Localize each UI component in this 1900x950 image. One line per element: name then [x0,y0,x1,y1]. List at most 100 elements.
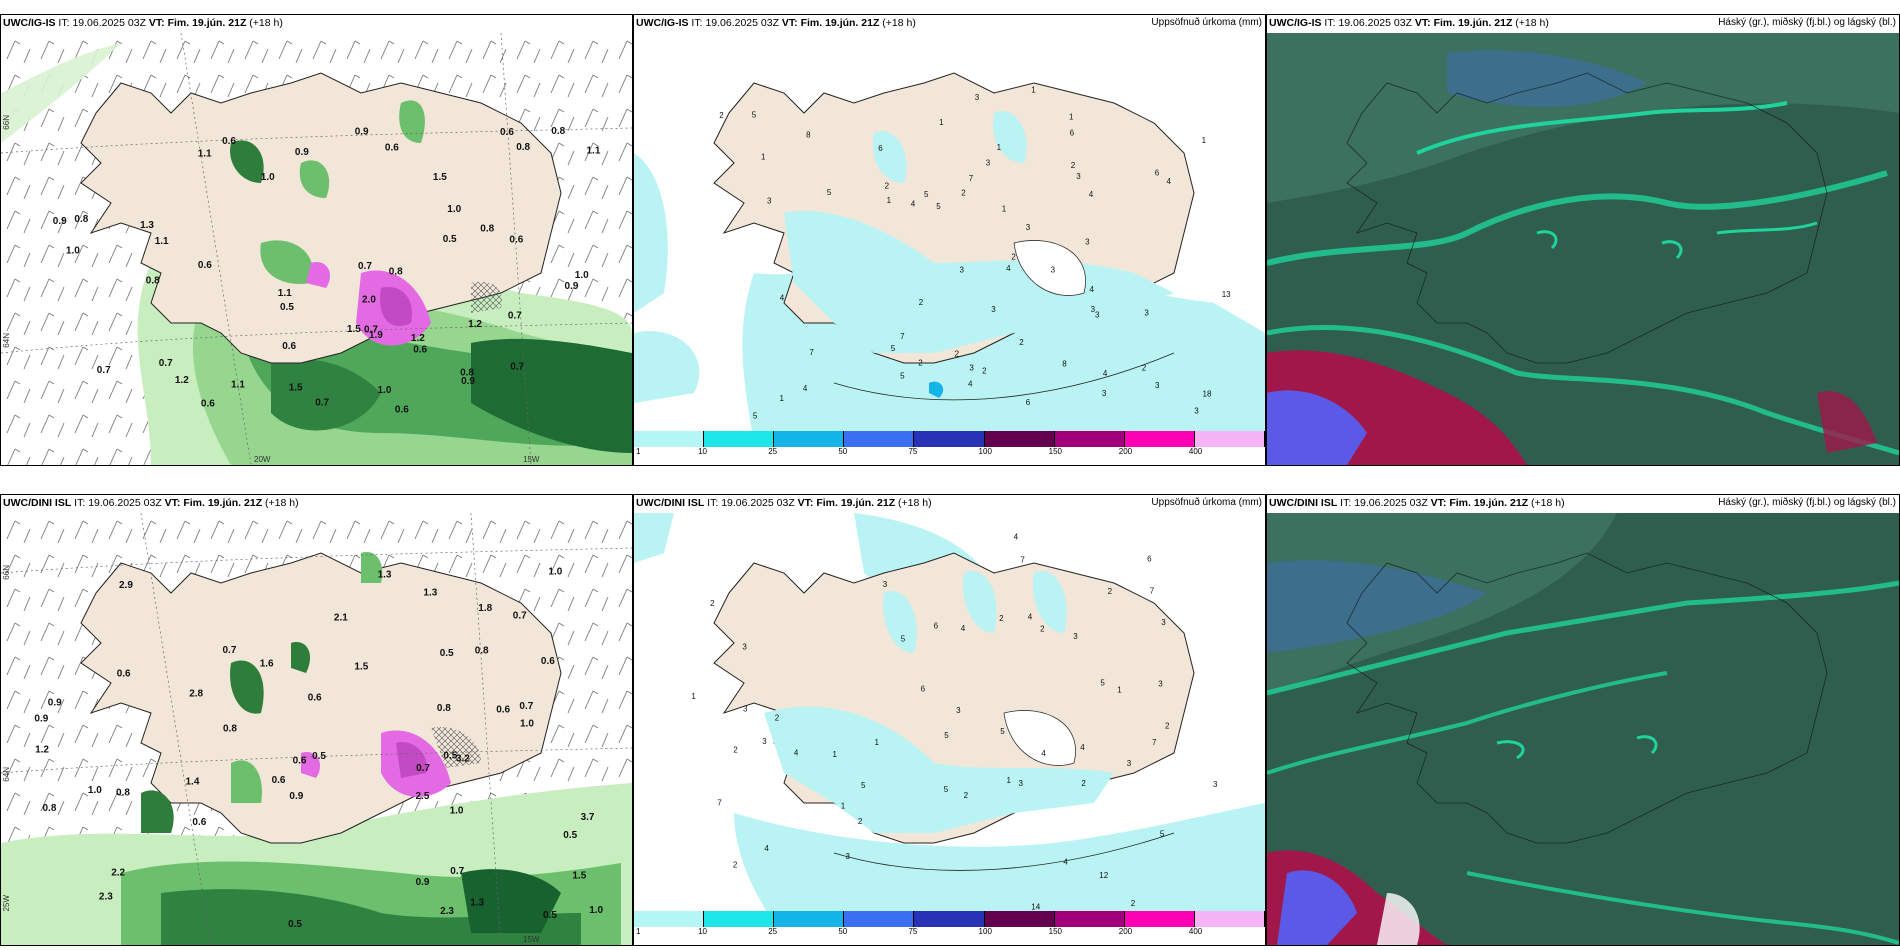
colorbar-swatch [634,911,705,927]
value-label: 3 [1026,223,1031,232]
value-label: 6 [1147,555,1152,564]
value-label: 0.8 [389,267,403,278]
map-accumulated-precip[interactable]: 1323112145312382343124433653423215463432… [634,33,1265,443]
value-label: 1.2 [35,745,49,756]
colorbar-swatch [844,911,915,927]
value-label: 3 [1095,311,1100,320]
value-label: 2 [1131,899,1136,908]
value-label: 2 [1142,364,1147,373]
value-label: 1.8 [478,603,492,614]
value-label: 0.6 [282,341,296,352]
value-label: 0.5 [288,919,302,930]
value-label: 6 [1070,129,1075,138]
value-label: 3 [846,852,851,861]
value-label: 3 [1019,779,1024,788]
value-label: 5 [861,781,866,790]
value-label: 14 [1031,902,1040,911]
value-label: 3 [1155,381,1160,390]
value-label: 0.5 [443,751,457,762]
value-label: 1.0 [261,172,275,183]
value-label: 0.7 [97,365,111,376]
colorbar-tick: 25 [768,927,778,936]
value-label: 1 [841,801,846,810]
colorbar-tick: 150 [1048,447,1063,456]
value-label: 0.7 [315,398,329,409]
value-label: 0.6 [201,399,215,410]
value-label: 3 [956,706,961,715]
value-label: 2.5 [416,791,430,802]
value-label: 4 [1089,190,1094,199]
value-label: 4 [780,294,785,303]
value-label: 1.5 [347,324,361,335]
value-label: 1.5 [289,382,303,393]
map-wind-precip[interactable]: 0.61.10.71.3 0.81.00.90.60.51.20.70.91.10… [1,33,632,465]
value-label: 3 [986,159,991,168]
value-label: 3 [762,737,767,746]
value-label: 1 [691,692,696,701]
value-label: 3 [969,363,974,372]
value-label: 2 [955,350,960,359]
colorbar-tick: 400 [1188,447,1203,456]
value-label: 3 [1127,759,1132,768]
value-label: 0.8 [43,803,57,814]
value-label: 0.6 [413,345,427,356]
value-label: 1.2 [175,375,189,386]
value-label: 5 [891,344,896,353]
value-label: 2 [858,817,863,826]
value-label: 3 [742,642,747,651]
colorbar-swatch [1124,431,1195,447]
map-clouds[interactable] [1267,33,1899,465]
iceland-land [80,72,562,364]
value-label: 5 [944,785,949,794]
value-label: 1.0 [575,270,589,281]
panel-top-left-wind-precip: UWC/IG-IS IT: 19.06.2025 03Z VT: Fim. 19… [0,14,633,466]
value-label: 3 [883,580,888,589]
value-label: 0.9 [289,791,303,802]
value-label: 3 [1213,780,1218,789]
value-label: 1.1 [155,236,169,247]
colorbar-swatch [914,911,985,927]
value-label: 2 [1040,624,1045,633]
value-label: 1 [875,738,880,747]
panel-title: UWC/DINI ISL IT: 19.06.2025 03Z VT: Fim.… [1269,497,1565,509]
value-label: 1.0 [88,785,102,796]
value-label: 0.9 [416,877,430,888]
colorbar-tick: 100 [978,927,992,936]
colorbar-tick: 50 [838,927,848,936]
value-label: 5 [1160,830,1165,839]
colorbar-swatch [774,431,845,447]
colorbar: 1 10 25 50 75 100 150 200 400 [634,431,1265,456]
value-label: 6 [1026,398,1031,407]
panel-bottom-middle-accum-precip: UWC/DINI ISL IT: 19.06.2025 03Z VT: Fim.… [633,494,1266,946]
value-label: 7 [900,332,905,341]
value-label: 2 [885,181,890,190]
value-label: 1.0 [450,806,464,817]
value-label: 7 [1150,587,1155,596]
panel-top-middle-accum-precip: UWC/IG-IS IT: 19.06.2025 03Z VT: Fim. 19… [633,14,1266,466]
value-label: 5 [827,188,832,197]
value-label: 3 [975,93,980,102]
value-label: 4 [764,844,769,853]
value-label: 0.9 [461,376,475,387]
value-label: 0.6 [308,692,322,703]
value-label: 0.9 [355,127,369,138]
value-label: 0.6 [541,656,555,667]
value-label: 0.5 [443,234,457,245]
value-label: 3 [1073,632,1078,641]
value-label: 2 [982,367,987,376]
panel-title: UWC/DINI ISL IT: 19.06.2025 03Z VT: Fim.… [636,497,932,509]
value-label: 4 [1080,743,1085,752]
map-wind-precip[interactable]: 2.5 3.7 0.6 0.5 0.9 0.8 0.7 0.6 1.5 1.3 0.5 0.7 0.8 1… [1,513,632,945]
value-label: 1 [997,143,1002,152]
value-label: 3 [1102,389,1107,398]
colorbar-tick: 10 [698,447,708,456]
value-label: 3 [1161,618,1166,627]
map-clouds[interactable] [1267,513,1899,945]
value-label: 5 [900,372,905,381]
panel-title: UWC/IG-IS IT: 19.06.2025 03Z VT: Fim. 19… [3,17,283,29]
value-label: 0.6 [395,404,409,415]
value-label: 0.6 [117,669,131,680]
value-label: 7 [1020,555,1025,564]
colorbar-tick: 50 [838,447,848,456]
